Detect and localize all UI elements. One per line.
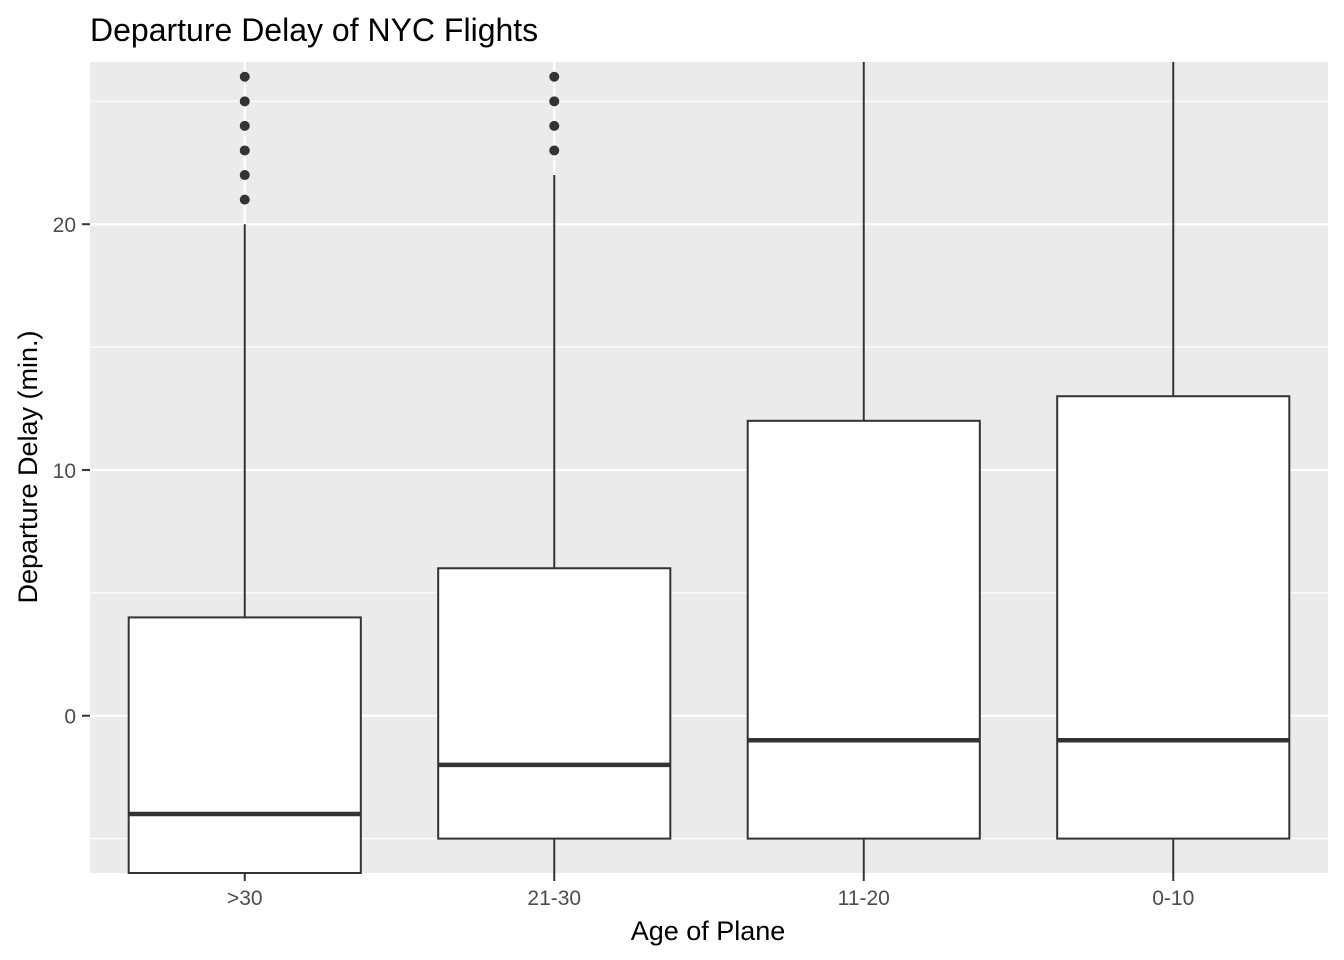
box-iqr xyxy=(127,616,362,874)
box->30 xyxy=(127,71,362,874)
outlier-point xyxy=(549,145,560,156)
box-21-30 xyxy=(437,71,672,873)
y-tick-label: 0 xyxy=(64,706,76,729)
y-axis-ticks: 0 10 20 xyxy=(53,214,90,729)
y-tick-label: 20 xyxy=(53,214,76,237)
outlier-point xyxy=(239,170,250,181)
x-tick-label: 21-30 xyxy=(527,887,581,910)
x-tick-label: 0-10 xyxy=(1152,887,1194,910)
box-iqr xyxy=(746,419,981,840)
outlier-point xyxy=(239,71,250,82)
box-11-20 xyxy=(746,62,981,873)
outlier-point xyxy=(239,96,250,107)
box-iqr xyxy=(1056,395,1291,840)
x-axis-ticks: >30 21-30 11-20 0-10 xyxy=(227,873,1194,910)
outlier-point xyxy=(239,194,250,205)
x-axis-title: Age of Plane xyxy=(631,916,786,946)
outlier-point xyxy=(549,71,560,82)
outlier-point xyxy=(239,120,250,131)
box-iqr xyxy=(437,567,672,840)
x-tick-label: >30 xyxy=(227,887,263,910)
y-tick-label: 10 xyxy=(53,460,76,483)
chart-title: Departure Delay of NYC Flights xyxy=(90,12,538,48)
box-0-10 xyxy=(1056,62,1291,873)
y-axis-title: Departure Delay (min.) xyxy=(13,330,43,603)
outlier-point xyxy=(549,120,560,131)
x-tick-label: 11-20 xyxy=(838,887,890,910)
outlier-point xyxy=(239,145,250,156)
outlier-point xyxy=(549,96,560,107)
boxes xyxy=(127,62,1291,874)
